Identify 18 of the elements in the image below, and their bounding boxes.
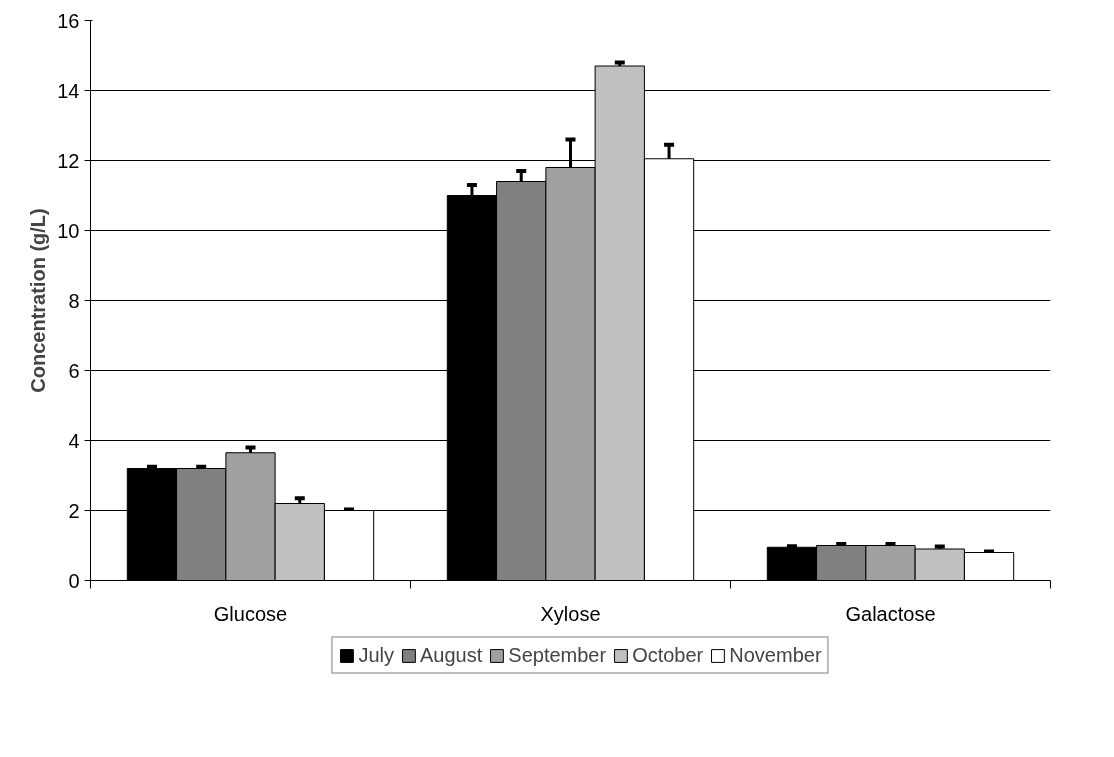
y-tick-label: 0 (68, 569, 80, 592)
legend-label: September (508, 643, 607, 667)
y-tick-label: 16 (57, 9, 80, 32)
x-tick-label: Glucose (213, 602, 288, 625)
y-axis-title: Concentration (g/L) (27, 208, 50, 393)
x-tick-label: Galactose (845, 602, 936, 625)
legend-label: November (729, 643, 822, 667)
legend-label: August (420, 643, 483, 667)
y-tick-label: 14 (57, 79, 80, 102)
legend-label: July (358, 643, 395, 667)
x-tick-label: Xylose (540, 602, 601, 625)
y-tick-label: 10 (57, 219, 80, 242)
y-tick-label: 6 (68, 359, 80, 382)
y-tick-label: 4 (68, 429, 80, 452)
y-tick-label: 8 (68, 289, 80, 312)
legend-label: October (632, 643, 704, 667)
y-tick-label: 12 (57, 149, 80, 172)
y-tick-label: 2 (68, 499, 80, 522)
